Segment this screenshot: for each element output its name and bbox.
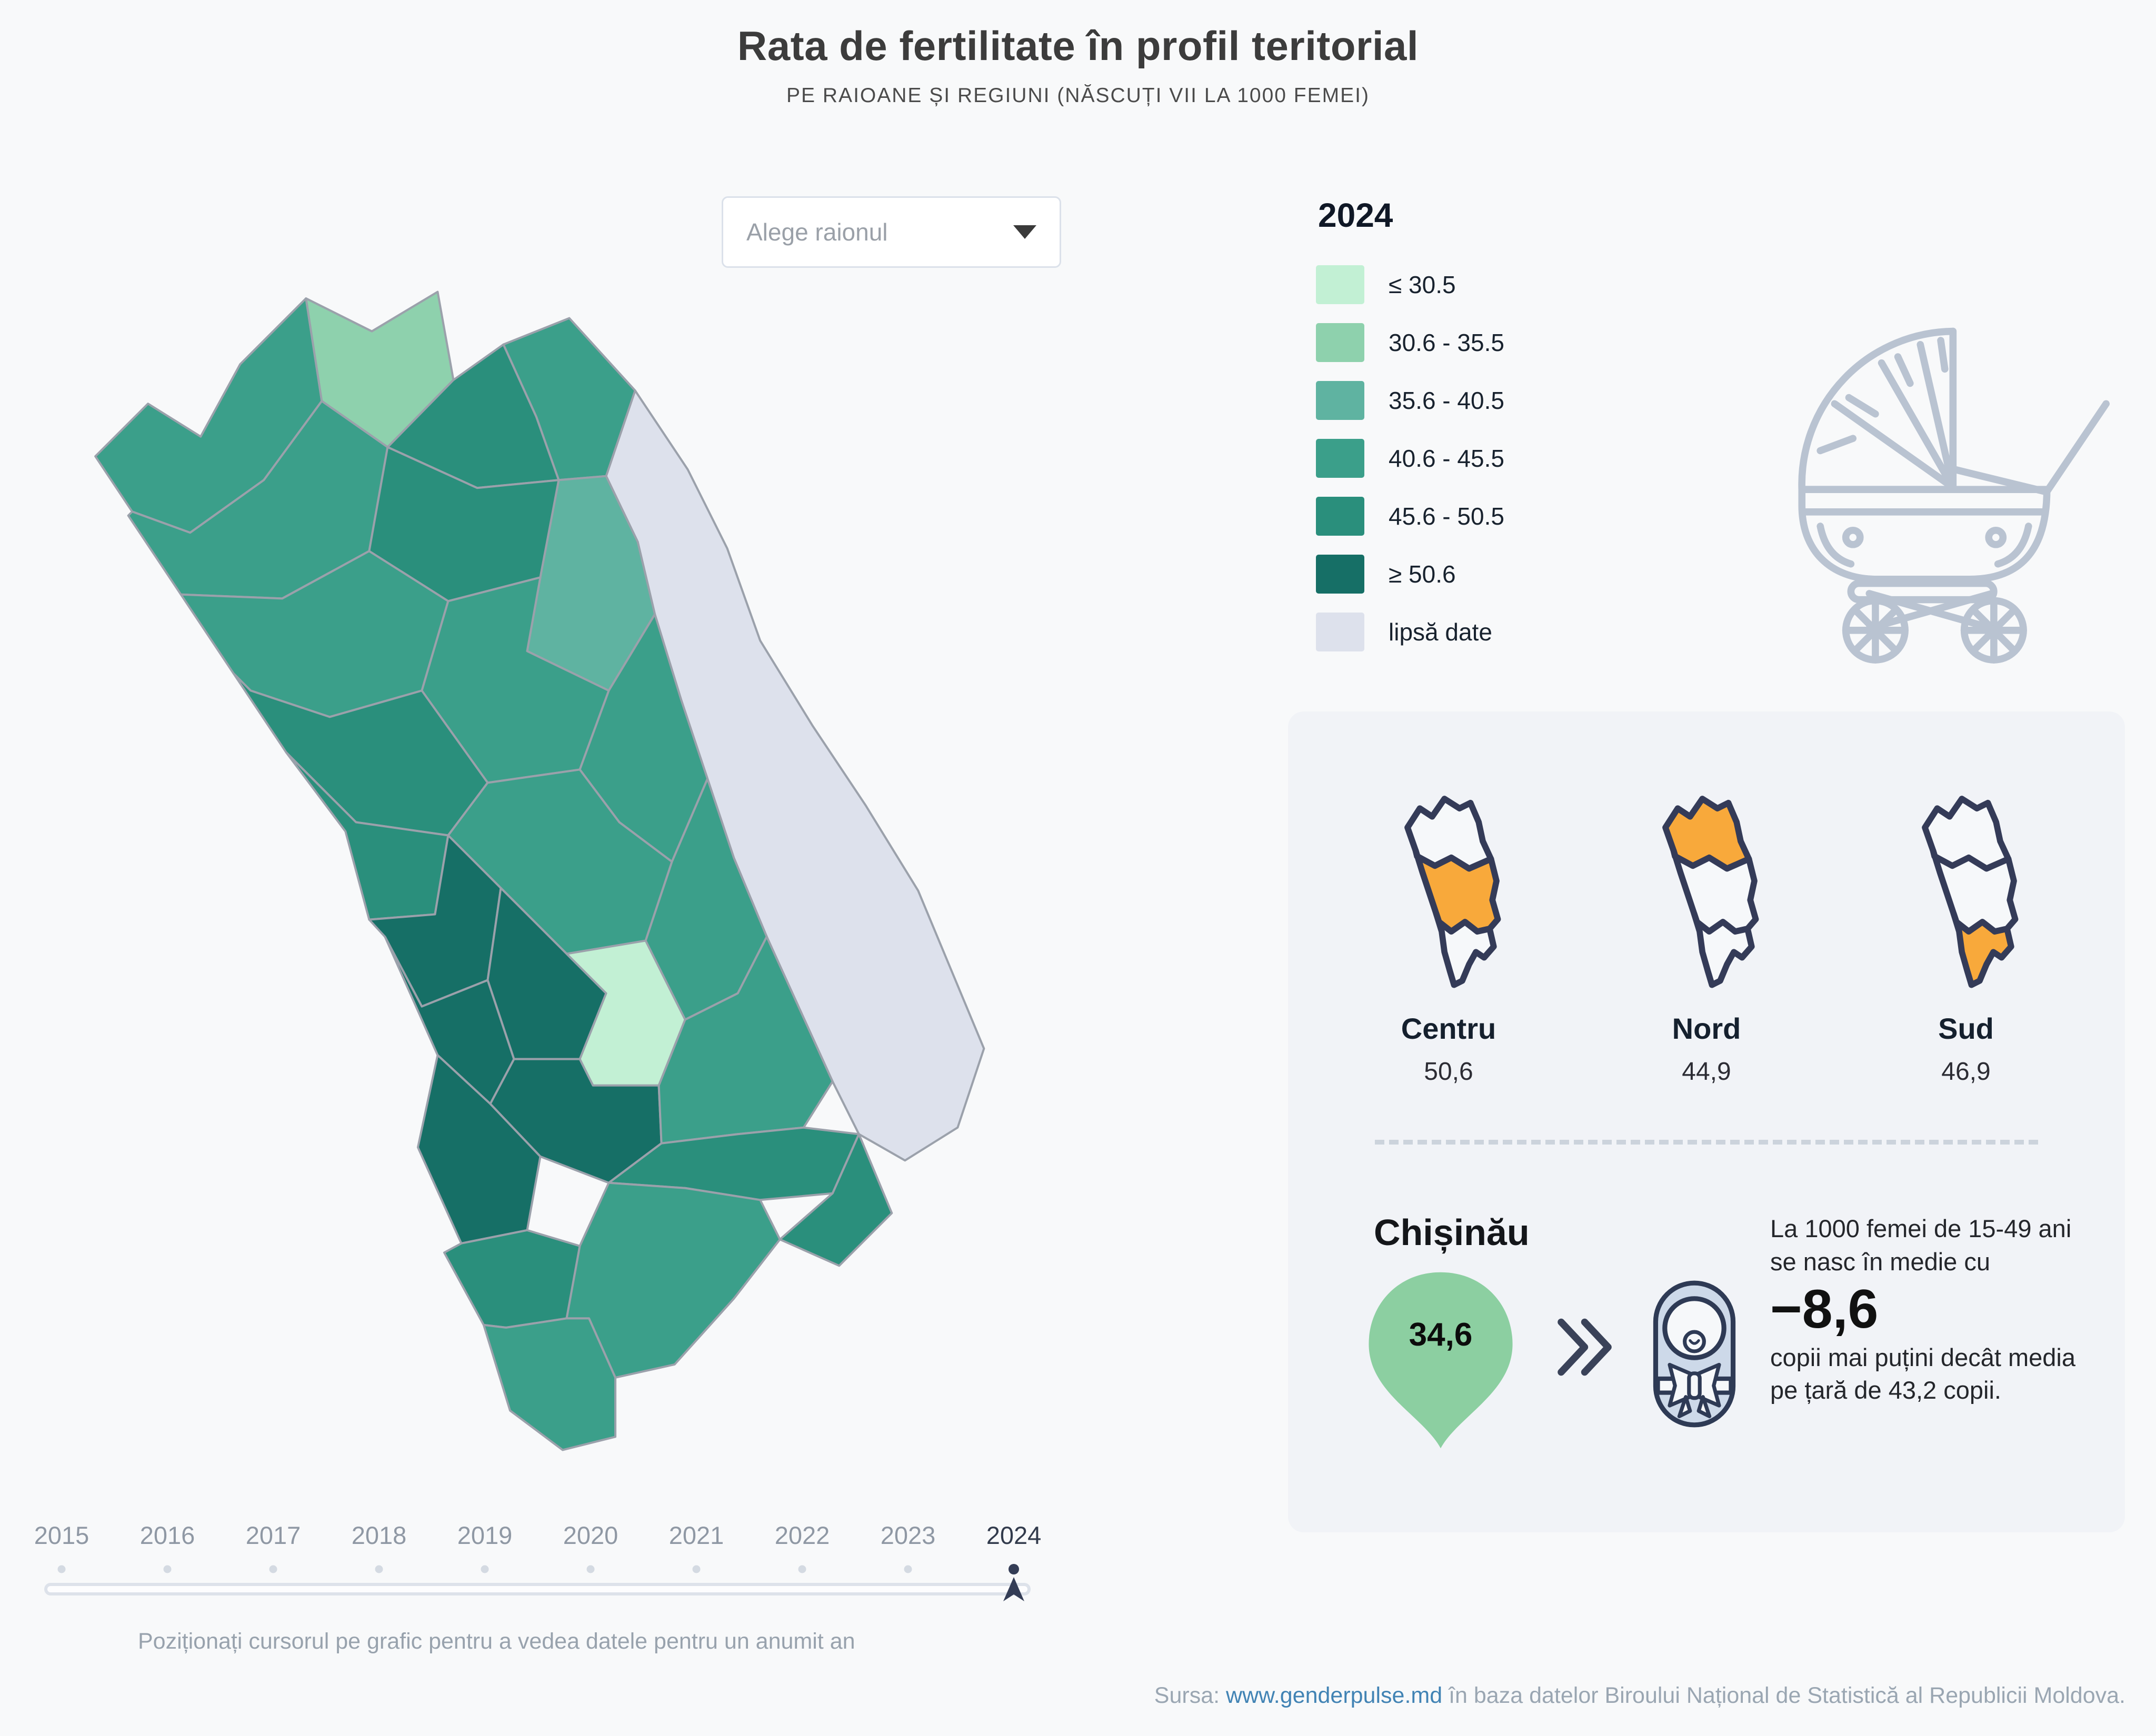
comparison-text-after: copii mai puțini decât media pe țară de …: [1770, 1343, 2075, 1404]
comparison-text-before: La 1000 femei de 15-49 ani se nasc în me…: [1770, 1215, 2072, 1276]
source-rest: în baza datelor Biroului Național de Sta…: [1442, 1683, 2125, 1708]
legend-item: lipsă date: [1316, 613, 1504, 651]
year-label-2016[interactable]: 2016: [139, 1521, 195, 1549]
slider-handle-icon[interactable]: [1001, 1577, 1026, 1602]
year-dot-2019[interactable]: [481, 1565, 489, 1573]
legend-year: 2024: [1318, 196, 1393, 234]
slider-hint: Poziționați cursorul pe grafic pentru a …: [138, 1629, 855, 1654]
slider-track-inner: [47, 1586, 1027, 1592]
region-name: Sud: [1938, 1012, 1994, 1045]
legend-swatch: [1316, 555, 1364, 594]
year-label-2020[interactable]: 2020: [563, 1521, 618, 1549]
legend-swatch: [1316, 497, 1364, 536]
legend-label: 35.6 - 40.5: [1389, 387, 1504, 414]
year-dot-2020[interactable]: [586, 1565, 595, 1573]
page-subtitle: PE RAIOANE ȘI REGIUNI (NĂSCUȚI VII LA 10…: [786, 84, 1370, 107]
district-cantemir[interactable]: [443, 1229, 581, 1329]
legend-swatch: [1316, 323, 1364, 362]
chisinau-value: 34,6: [1409, 1317, 1473, 1353]
map-legend: 2024 ≤ 30.5 30.6 - 35.5 35.6 - 40.5 40.6…: [1316, 196, 1504, 670]
legend-item: ≤ 30.5: [1316, 265, 1504, 304]
dashed-divider: [1375, 1140, 2038, 1145]
district-cahul[interactable]: [482, 1317, 617, 1451]
chisinau-pin: 34,6: [1367, 1271, 1514, 1450]
legend-label: 30.6 - 35.5: [1389, 329, 1504, 356]
year-slider[interactable]: 2015 2016 2017 2018 2019 2020 2021 2022 2023 2024: [34, 1521, 1046, 1626]
legend-swatch: [1316, 265, 1364, 304]
legend-item: 35.6 - 40.5: [1316, 381, 1504, 420]
year-label-2024[interactable]: 2024: [986, 1521, 1042, 1549]
year-label-2015[interactable]: 2015: [34, 1521, 89, 1549]
district-stefan-voda[interactable]: [778, 1133, 893, 1267]
region-name: Nord: [1672, 1012, 1741, 1045]
pin-icon: [1369, 1272, 1513, 1449]
year-label-2023[interactable]: 2023: [880, 1521, 936, 1549]
legend-swatch: [1316, 381, 1364, 420]
year-dot-2017[interactable]: [269, 1565, 277, 1573]
stroller-icon: [1798, 327, 2110, 664]
year-label-2017[interactable]: 2017: [245, 1521, 301, 1549]
region-value: 44,9: [1682, 1058, 1731, 1086]
year-dot-2023[interactable]: [904, 1565, 912, 1573]
region-card-centru: Centru 50,6: [1333, 785, 1564, 1086]
year-dot-2022[interactable]: [798, 1565, 806, 1573]
year-label-2018[interactable]: 2018: [351, 1521, 407, 1549]
region-name: Centru: [1401, 1012, 1496, 1045]
region-card-sud: Sud 46,9: [1850, 785, 2082, 1086]
year-dot-2021[interactable]: [692, 1565, 701, 1573]
legend-item: 40.6 - 45.5: [1316, 439, 1504, 478]
district-select-placeholder: Alege raionul: [746, 218, 888, 246]
legend-swatch: [1316, 613, 1364, 651]
minimap-centru-icon: [1404, 796, 1501, 988]
legend-item: 30.6 - 35.5: [1316, 323, 1504, 362]
year-label-2022[interactable]: 2022: [774, 1521, 830, 1549]
region-value: 46,9: [1941, 1058, 1991, 1086]
year-label-2019[interactable]: 2019: [457, 1521, 513, 1549]
minimap-sud-icon: [1922, 796, 2019, 988]
moldova-choropleth-map: [94, 290, 985, 1451]
chevron-down-icon: [1013, 225, 1036, 239]
legend-item: ≥ 50.6: [1316, 555, 1504, 594]
year-dot-2015[interactable]: [57, 1565, 66, 1573]
slider-track[interactable]: [44, 1583, 1031, 1595]
region-value: 50,6: [1424, 1058, 1473, 1086]
year-dot-2018[interactable]: [375, 1565, 383, 1573]
region-card-nord: Nord 44,9: [1591, 785, 1822, 1086]
year-dot-2016[interactable]: [163, 1565, 172, 1573]
legend-label: ≥ 50.6: [1389, 560, 1456, 588]
swaddled-baby-icon: [1653, 1280, 1736, 1428]
legend-label: 45.6 - 50.5: [1389, 503, 1504, 530]
legend-label: lipsă date: [1389, 618, 1492, 646]
minimap-nord-icon: [1662, 796, 1759, 988]
source-link[interactable]: www.genderpulse.md: [1226, 1683, 1443, 1708]
double-chevron-right-icon: [1558, 1318, 1612, 1376]
legend-label: 40.6 - 45.5: [1389, 445, 1504, 472]
year-dot-2024[interactable]: [1009, 1564, 1019, 1574]
comparison-big-value: −8,6: [1770, 1279, 1879, 1340]
legend-swatch: [1316, 439, 1364, 478]
chisinau-comparison-text: La 1000 femei de 15-49 ani se nasc în me…: [1770, 1212, 2081, 1407]
legend-item: 45.6 - 50.5: [1316, 497, 1504, 536]
year-label-2021[interactable]: 2021: [668, 1521, 724, 1549]
page-title: Rata de fertilitate în profil teritorial: [737, 23, 1419, 69]
chisinau-heading: Chișinău: [1374, 1212, 1530, 1253]
regions-panel: Centru 50,6 Nord 44,9 Sud 46,9 Chișinău …: [1288, 711, 2125, 1532]
source-prefix: Sursa:: [1154, 1683, 1226, 1708]
district-select[interactable]: Alege raionul: [722, 196, 1061, 268]
source-line: Sursa: www.genderpulse.md în baza datelo…: [1154, 1683, 2125, 1709]
legend-label: ≤ 30.5: [1389, 271, 1456, 298]
